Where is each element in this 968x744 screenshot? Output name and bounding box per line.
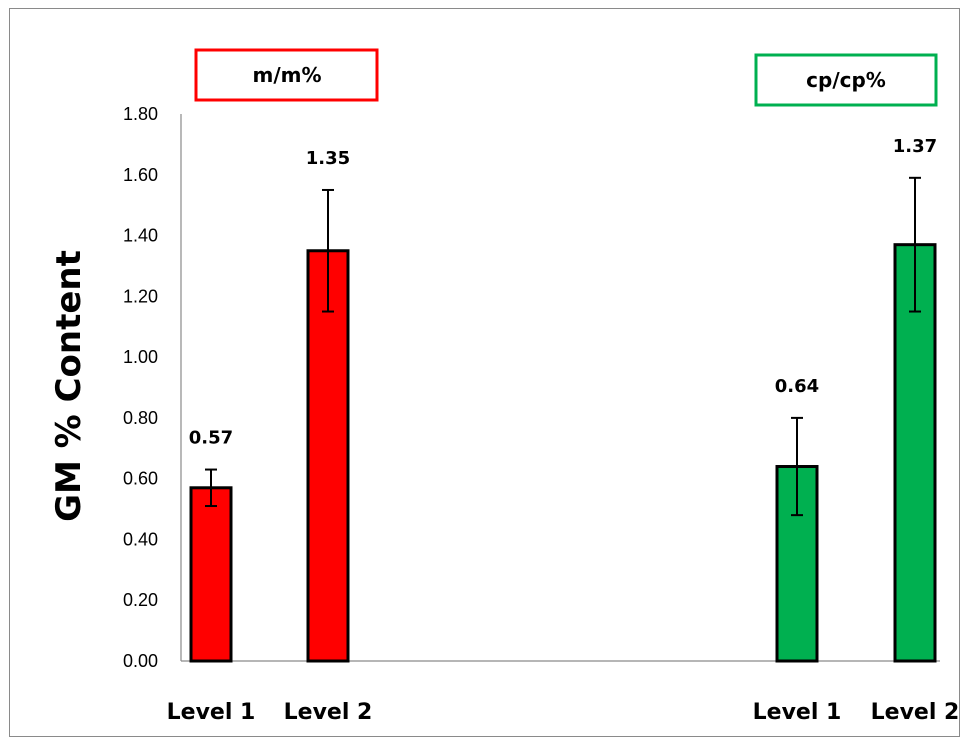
bars bbox=[189, 176, 937, 663]
y-tick-label: 0.20 bbox=[123, 590, 158, 610]
y-tick-label: 0.80 bbox=[123, 408, 158, 428]
data-label: 0.57 bbox=[189, 428, 233, 449]
y-axis-title: GM % Content bbox=[49, 250, 89, 522]
x-category-label: Level 2 bbox=[284, 700, 373, 725]
y-tick-label: 1.60 bbox=[123, 165, 158, 185]
y-tick-label: 1.40 bbox=[123, 226, 158, 246]
y-tick-label: 1.80 bbox=[123, 104, 158, 124]
labels: m/m% 0.57 Level 1 1.35 Level 2 cp/cp% 0.64 Leve… bbox=[167, 48, 960, 725]
data-label: 1.35 bbox=[306, 148, 350, 169]
y-tick-label: 0.40 bbox=[123, 529, 158, 549]
x-category-label: Level 1 bbox=[753, 700, 842, 725]
y-tick-label: 0.60 bbox=[123, 469, 158, 489]
x-category-label: Level 1 bbox=[167, 700, 256, 725]
bar bbox=[306, 249, 350, 663]
y-tick-label: 1.20 bbox=[123, 286, 158, 306]
bar bbox=[189, 486, 233, 663]
data-label: 1.37 bbox=[893, 136, 937, 157]
legend-box bbox=[754, 53, 938, 107]
legend-label: cp/cp% bbox=[806, 68, 886, 92]
legend-label: m/m% bbox=[252, 63, 321, 87]
x-category-label: Level 2 bbox=[871, 700, 960, 725]
y-tick-label: 0.00 bbox=[123, 651, 158, 671]
legend-box bbox=[194, 48, 379, 102]
y-tick-label: 1.00 bbox=[123, 347, 158, 367]
data-label: 0.64 bbox=[775, 376, 819, 397]
